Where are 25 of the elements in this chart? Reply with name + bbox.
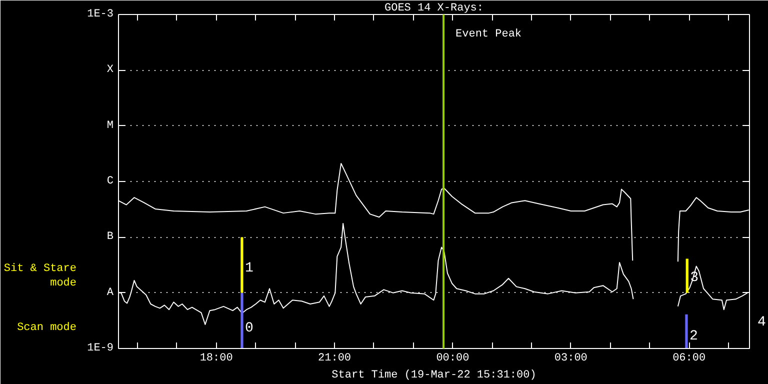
- bar: [240, 237, 244, 293]
- y-tick-label: B: [106, 231, 114, 244]
- x-axis-title: Start Time (19-Mar-22 15:31:00): [332, 370, 536, 382]
- annotation: 2: [689, 328, 698, 344]
- bar: [686, 258, 688, 293]
- ref-line-label: Event Peak: [456, 28, 522, 40]
- annotation: 0: [244, 320, 254, 336]
- chart-title: GOES 14 X-Rays:: [384, 2, 484, 14]
- text: 4: [758, 314, 766, 331]
- bar: [240, 292, 244, 348]
- text: Sit & Stare mode: [4, 262, 77, 290]
- x-tick-label: 03:00: [554, 352, 588, 364]
- x-tick-label: 00:00: [436, 352, 470, 364]
- x-tick-label: 21:00: [318, 352, 352, 364]
- y-tick-label: 1E-9: [87, 342, 114, 354]
- y-tick-label: X: [106, 64, 114, 76]
- x-tick-label: 18:00: [200, 352, 233, 364]
- text: Scan mode: [17, 322, 77, 334]
- y-tick-label: 1E-3: [87, 8, 114, 20]
- x-tick-label: 06:00: [672, 352, 706, 364]
- bar: [685, 314, 688, 348]
- annotation: 1: [244, 260, 254, 276]
- y-tick-label: M: [106, 120, 114, 132]
- y-tick-label: A: [106, 286, 114, 299]
- y-tick-label: C: [106, 176, 114, 188]
